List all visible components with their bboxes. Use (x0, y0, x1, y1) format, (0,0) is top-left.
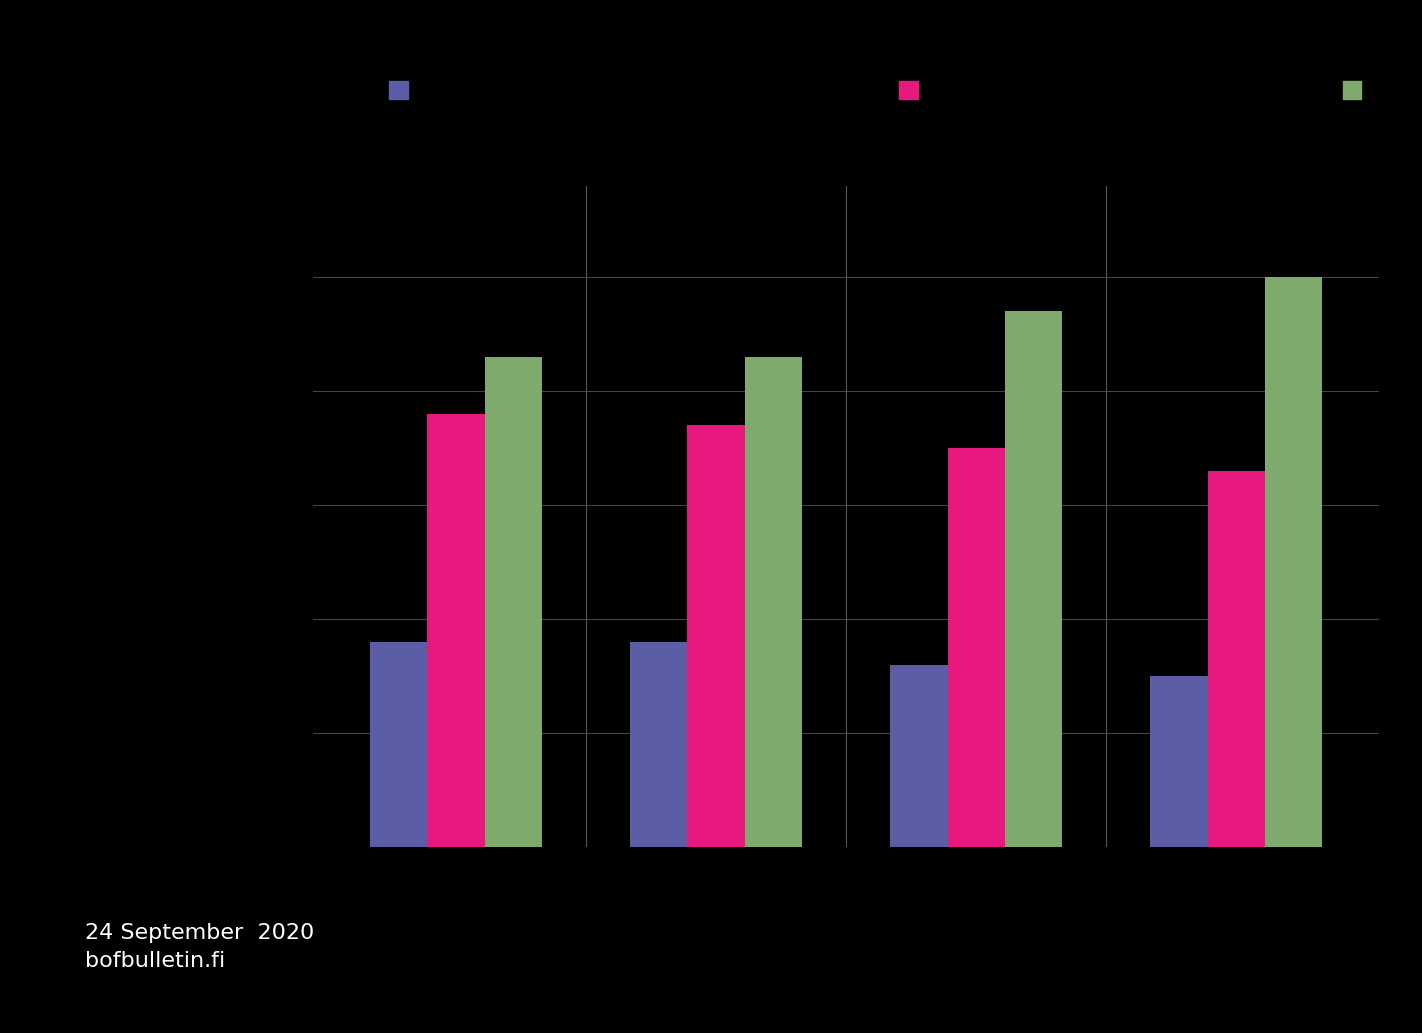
Bar (1207, 471, 1266, 847)
Bar (1266, 277, 1322, 847)
Bar (1005, 311, 1062, 847)
Bar (890, 664, 947, 847)
Bar (745, 357, 802, 847)
Legend: State-owned enterprises, Private enterprises, Total exports: State-owned enterprises, Private enterpr… (388, 79, 1422, 102)
Bar (485, 357, 542, 847)
Bar (427, 414, 485, 847)
Bar (1150, 676, 1207, 847)
Text: 24 September  2020
bofbulletin.fi: 24 September 2020 bofbulletin.fi (85, 924, 314, 971)
Bar (630, 641, 687, 847)
Bar (947, 448, 1005, 847)
Bar (370, 641, 427, 847)
Bar (687, 426, 745, 847)
